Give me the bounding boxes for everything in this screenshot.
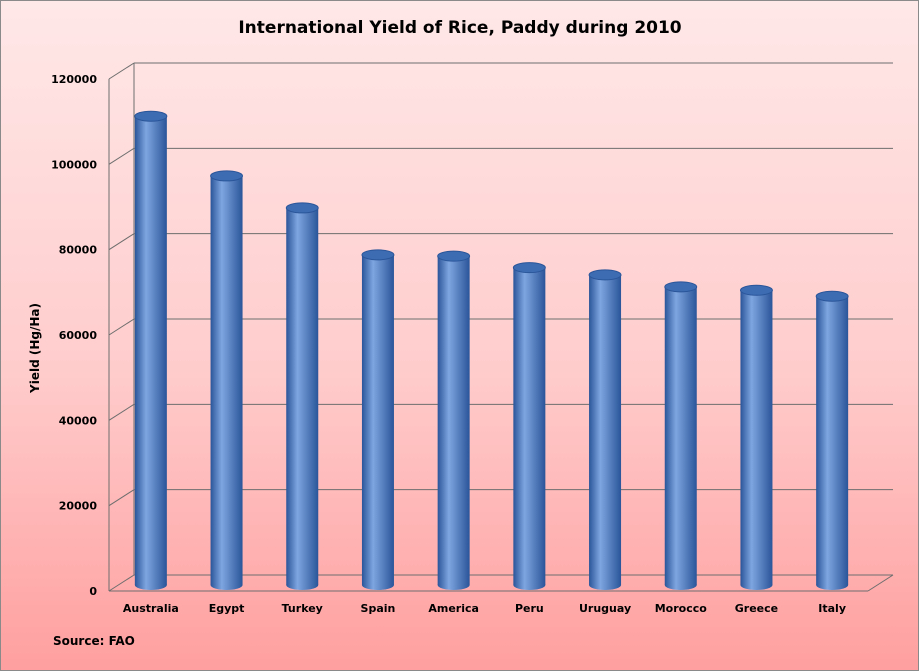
bar-body	[513, 267, 546, 585]
gridline-depth	[108, 147, 135, 165]
bar-body	[361, 254, 394, 585]
bar-top	[361, 249, 395, 261]
x-tick-label: Australia	[123, 602, 179, 615]
y-axis-ticks: 0 20000 40000 60000 80000 100000 120000	[51, 73, 97, 598]
bar-top	[739, 284, 773, 296]
y-tick-label: 120000	[51, 73, 97, 86]
bar-body	[664, 286, 697, 585]
floor-edge-depth	[867, 574, 894, 592]
bar-base	[589, 580, 622, 590]
x-tick-label: America	[428, 602, 479, 615]
bar	[361, 249, 395, 590]
bar-body	[134, 116, 167, 585]
bar-base	[816, 580, 849, 590]
bar-body	[589, 274, 622, 585]
bar	[512, 262, 546, 590]
bar	[134, 110, 168, 590]
x-tick-label: Egypt	[209, 602, 245, 615]
bar-top	[285, 202, 319, 214]
bars	[134, 110, 849, 590]
bar-base	[740, 580, 773, 590]
x-tick-label: Turkey	[282, 602, 323, 615]
y-tick-label: 40000	[59, 414, 98, 427]
x-axis-ticks: Australia Egypt Turkey Spain America Peru Urug…	[123, 602, 846, 615]
bar-top	[512, 262, 546, 274]
x-tick-label: Peru	[515, 602, 544, 615]
chart-title: International Yield of Rice, Paddy durin…	[238, 18, 681, 38]
bar-base	[210, 580, 243, 590]
bar-base	[134, 580, 167, 590]
bar-body	[437, 256, 470, 585]
bar-base	[513, 580, 546, 590]
bar-base	[664, 580, 697, 590]
bar-base	[437, 580, 470, 590]
gridline-depth	[108, 62, 135, 80]
bar	[285, 202, 319, 590]
x-tick-label: Spain	[361, 602, 396, 615]
y-axis-label: Yield (Hg/Ha)	[28, 303, 42, 394]
y-tick-label: 100000	[51, 158, 97, 171]
bar-top	[664, 281, 698, 293]
gridline-depth	[108, 574, 135, 592]
gridline-depth	[108, 489, 135, 507]
y-tick-label: 60000	[59, 329, 98, 342]
bar-body	[740, 290, 773, 585]
source-note: Source: FAO	[53, 634, 135, 648]
gridline-depth	[108, 233, 135, 251]
gridline-depth	[108, 318, 135, 336]
bar-top	[437, 250, 471, 262]
x-tick-label: Morocco	[655, 602, 708, 615]
bar-top	[210, 170, 244, 182]
gridline-depth	[108, 403, 135, 421]
bar-body	[286, 207, 319, 585]
bar	[210, 170, 244, 590]
bar-body	[210, 175, 243, 585]
y-tick-label: 20000	[59, 500, 98, 513]
y-tick-label: 80000	[59, 244, 98, 257]
y-tick-label: 0	[89, 585, 97, 598]
bar-base	[286, 580, 319, 590]
x-tick-label: Greece	[735, 602, 778, 615]
bar	[437, 250, 471, 590]
x-tick-label: Italy	[818, 602, 846, 615]
bar-base	[361, 580, 394, 590]
bar	[588, 269, 622, 590]
x-tick-label: Uruguay	[579, 602, 631, 615]
bar	[815, 290, 849, 590]
bar-top	[588, 269, 622, 281]
bar	[664, 281, 698, 590]
bar-top	[815, 290, 849, 302]
bar	[739, 284, 773, 590]
bar-top	[134, 110, 168, 122]
bar-body	[816, 296, 849, 585]
